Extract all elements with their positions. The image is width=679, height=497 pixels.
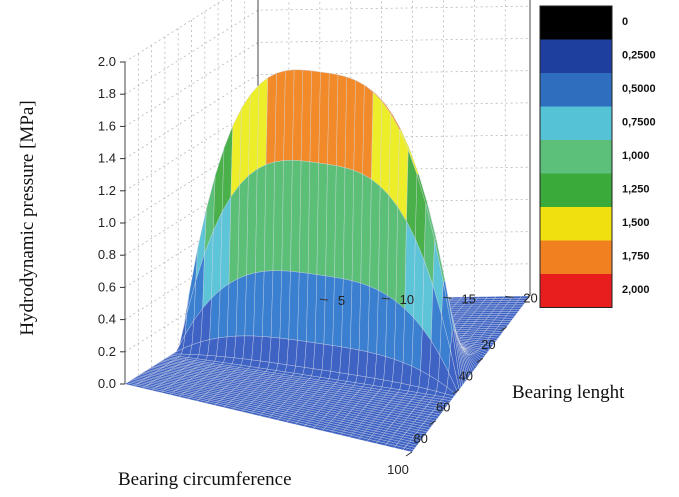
- circumference-tick-label: 20: [481, 337, 495, 352]
- pressure-surface: [124, 69, 531, 453]
- colorbar-swatch: [540, 240, 612, 274]
- colorbar-label: 0,5000: [622, 83, 656, 95]
- length-tick-label: 10: [400, 292, 414, 307]
- surface-patch: [510, 306, 522, 310]
- colorbar-label: 1,000: [622, 150, 650, 162]
- z-axis-ticks: 0.0 0.2 0.4 0.6 0.8 1.0 1.2 1.4 1.6 1.8 2.0: [98, 54, 125, 391]
- surface-patch: [402, 447, 415, 453]
- surface-patch: [504, 315, 516, 319]
- z-tick-label: 2.0: [98, 54, 116, 69]
- colorbar-swatch: [540, 173, 612, 207]
- colorbar-swatch: [540, 73, 612, 107]
- colorbar-swatch: [540, 140, 612, 174]
- length-tick-mark: [381, 297, 390, 300]
- z-tick-label: 0.6: [98, 279, 116, 294]
- z-tick-label: 0.0: [98, 376, 116, 391]
- circumference-axis-ticks: 100 80 60 40 20: [387, 326, 507, 477]
- x-axis-title: Bearing circumference: [118, 469, 292, 490]
- circumference-tick-label: 60: [436, 400, 450, 415]
- length-tick-mark: [443, 296, 452, 299]
- surface-patch: [502, 317, 514, 321]
- length-tick-label: 15: [461, 291, 475, 306]
- z-tick-label: 1.0: [98, 215, 116, 230]
- circumference-tick-mark: [452, 389, 460, 395]
- length-tick-label: 5: [338, 293, 345, 308]
- circumference-tick-mark: [476, 357, 484, 363]
- surface-patch: [505, 313, 517, 317]
- surface-patch: [500, 320, 512, 323]
- circumference-tick-mark: [429, 420, 436, 426]
- surface-patch: [512, 304, 524, 308]
- surface-patch: [507, 311, 519, 314]
- colorbar-swatch: [540, 274, 612, 308]
- colorbar-label: 0,7500: [622, 117, 656, 129]
- colorbar-label: 0: [622, 16, 628, 28]
- z-axis-title: Hydrodynamic pressure [MPa]: [17, 100, 38, 335]
- surface-patch: [402, 308, 414, 367]
- circumference-tick-label: 40: [459, 368, 473, 383]
- circumference-tick-label: 80: [413, 431, 427, 446]
- colorbar-label: 1,750: [622, 251, 650, 263]
- circumference-tick-mark: [500, 326, 507, 332]
- colorbar-border: [539, 5, 613, 308]
- colorbar-legend: 0 0,2500 0,5000 0,7500 1,000 1,250 1,500 1,750 2…: [539, 5, 656, 308]
- z-tick-label: 1.8: [98, 86, 116, 101]
- y-axis-title: Bearing lenght: [512, 382, 625, 403]
- colorbar-label: 1,250: [622, 184, 650, 196]
- z-tick-label: 0.4: [98, 312, 116, 327]
- length-tick-mark: [505, 295, 514, 298]
- circumference-tick-mark: [405, 451, 413, 457]
- surface-patch: [509, 309, 521, 312]
- z-tick-label: 0.8: [98, 247, 116, 262]
- colorbar-label: 0,2500: [622, 50, 656, 62]
- colorbar-label: 2,000: [622, 284, 650, 296]
- colorbar-swatch: [540, 39, 612, 73]
- length-tick-label: 20: [523, 290, 537, 305]
- colorbar-swatch: [540, 207, 612, 241]
- z-tick-label: 1.6: [98, 118, 116, 133]
- colorbar-swatch: [540, 6, 612, 40]
- z-tick-label: 1.4: [98, 151, 116, 166]
- colorbar-swatch: [540, 106, 612, 140]
- colorbar-label: 1,500: [622, 217, 650, 229]
- z-tick-label: 1.2: [98, 183, 116, 198]
- circumference-tick-label: 100: [387, 462, 409, 477]
- length-tick-mark: [319, 298, 328, 301]
- length-axis-ticks: 5 10 15 20: [319, 290, 538, 308]
- z-tick-label: 0.2: [98, 344, 116, 359]
